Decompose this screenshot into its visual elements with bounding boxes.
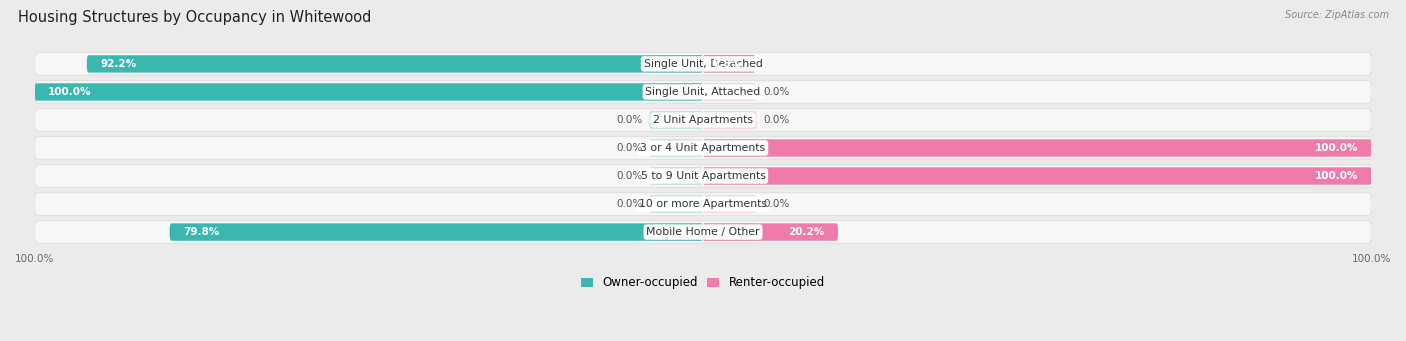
FancyBboxPatch shape [35,221,1371,243]
FancyBboxPatch shape [703,55,755,73]
FancyBboxPatch shape [703,83,756,101]
FancyBboxPatch shape [35,193,1371,215]
Text: 100.0%: 100.0% [1315,143,1358,153]
Text: 10 or more Apartments: 10 or more Apartments [638,199,768,209]
FancyBboxPatch shape [650,167,703,185]
Text: 0.0%: 0.0% [763,199,789,209]
Text: 0.0%: 0.0% [617,143,643,153]
Text: 100.0%: 100.0% [48,87,91,97]
Text: 5 to 9 Unit Apartments: 5 to 9 Unit Apartments [641,171,765,181]
FancyBboxPatch shape [650,195,703,213]
FancyBboxPatch shape [35,81,1371,103]
FancyBboxPatch shape [703,167,1371,185]
Text: 79.8%: 79.8% [183,227,219,237]
Text: Housing Structures by Occupancy in Whitewood: Housing Structures by Occupancy in White… [18,10,371,25]
Text: Source: ZipAtlas.com: Source: ZipAtlas.com [1285,10,1389,20]
Legend: Owner-occupied, Renter-occupied: Owner-occupied, Renter-occupied [581,276,825,290]
Text: Single Unit, Attached: Single Unit, Attached [645,87,761,97]
FancyBboxPatch shape [35,83,703,101]
Text: 3 or 4 Unit Apartments: 3 or 4 Unit Apartments [641,143,765,153]
FancyBboxPatch shape [35,165,1371,187]
Text: 0.0%: 0.0% [617,199,643,209]
FancyBboxPatch shape [650,111,703,129]
FancyBboxPatch shape [170,223,703,241]
Text: 100.0%: 100.0% [1315,171,1358,181]
FancyBboxPatch shape [650,223,703,241]
Text: 0.0%: 0.0% [617,115,643,125]
Text: 20.2%: 20.2% [789,227,825,237]
FancyBboxPatch shape [703,55,755,73]
Text: 0.0%: 0.0% [763,115,789,125]
FancyBboxPatch shape [35,137,1371,159]
FancyBboxPatch shape [703,111,756,129]
FancyBboxPatch shape [35,53,1371,75]
Text: 0.0%: 0.0% [617,171,643,181]
FancyBboxPatch shape [87,55,703,73]
Text: 92.2%: 92.2% [100,59,136,69]
Text: 7.8%: 7.8% [713,59,742,69]
Text: 2 Unit Apartments: 2 Unit Apartments [652,115,754,125]
FancyBboxPatch shape [703,195,756,213]
FancyBboxPatch shape [703,223,838,241]
Text: Mobile Home / Other: Mobile Home / Other [647,227,759,237]
FancyBboxPatch shape [703,223,756,241]
Text: Single Unit, Detached: Single Unit, Detached [644,59,762,69]
FancyBboxPatch shape [35,109,1371,131]
Text: 0.0%: 0.0% [763,87,789,97]
FancyBboxPatch shape [650,139,703,157]
FancyBboxPatch shape [703,139,1371,157]
FancyBboxPatch shape [650,55,703,73]
